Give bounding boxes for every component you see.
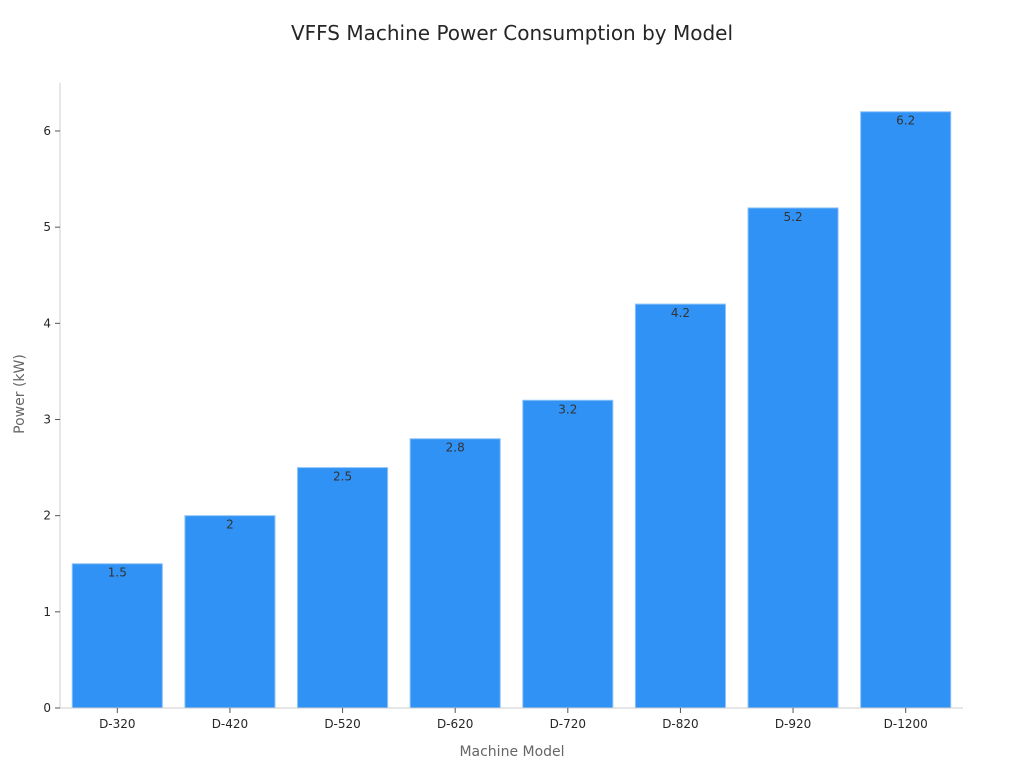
bar — [860, 111, 952, 709]
y-tick-label: 3 — [43, 412, 51, 426]
bar — [297, 467, 389, 709]
bar — [184, 515, 276, 709]
data-label: 3.2 — [558, 402, 577, 416]
y-tick-label: 6 — [43, 124, 51, 138]
y-tick-label: 0 — [43, 701, 51, 715]
y-tick-label: 5 — [43, 220, 51, 234]
x-tick-label: D-620 — [437, 717, 473, 731]
data-label: 2.5 — [333, 470, 352, 484]
bar — [522, 399, 614, 709]
y-tick-label: 1 — [43, 605, 51, 619]
data-label: 2 — [226, 518, 234, 532]
data-label: 1.5 — [108, 566, 127, 580]
bar — [409, 438, 501, 709]
bar — [747, 207, 839, 709]
x-tick-label: D-1200 — [884, 717, 928, 731]
bar — [71, 563, 163, 709]
chart-title: VFFS Machine Power Consumption by Model — [291, 21, 733, 45]
x-axis-label: Machine Model — [459, 744, 564, 760]
x-tick-label: D-720 — [550, 717, 586, 731]
y-tick-label: 4 — [43, 316, 51, 330]
x-tick-label: D-420 — [212, 717, 248, 731]
x-axis: D-320 D-420 D-520 D-620 D-720 D-820 D-920 D-120… — [60, 707, 963, 731]
y-tick-label: 2 — [43, 509, 51, 523]
data-labels: 1.5 2 2.5 2.8 3.2 4.2 5.2 6.2 — [108, 114, 915, 580]
x-tick-label: D-920 — [775, 717, 811, 731]
x-tick-label: D-820 — [662, 717, 698, 731]
data-label: 6.2 — [896, 114, 915, 128]
y-axis: 0 1 2 3 4 5 6 — [43, 82, 61, 715]
data-label: 4.2 — [671, 306, 690, 320]
bars — [71, 111, 952, 709]
y-axis-label: Power (kW) — [12, 354, 28, 434]
bar — [634, 303, 726, 709]
x-tick-label: D-320 — [99, 717, 135, 731]
x-tick-label: D-520 — [324, 717, 360, 731]
data-label: 2.8 — [446, 441, 465, 455]
data-label: 5.2 — [784, 210, 803, 224]
